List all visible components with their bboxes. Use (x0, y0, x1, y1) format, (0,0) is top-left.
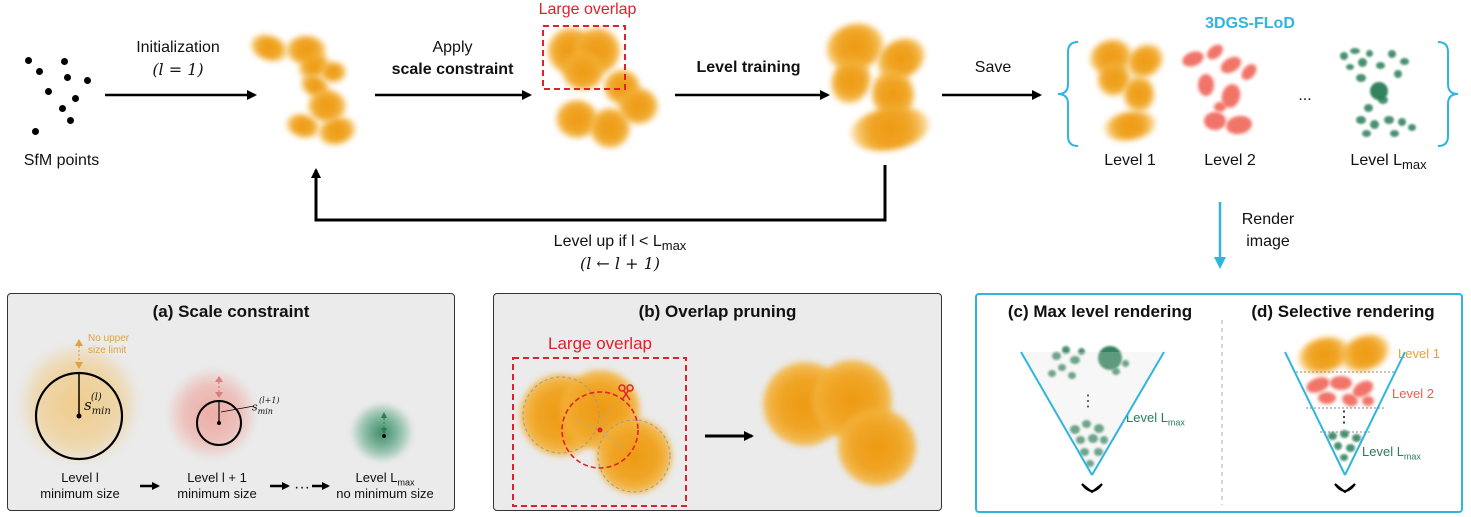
cone-d-left (1284, 351, 1346, 476)
panel-a-title: (a) Scale constraint (152, 302, 310, 321)
initialization-label: Initialization (136, 39, 220, 56)
level1-label: Level 1 (1104, 152, 1156, 169)
level-l-caption-sub: minimum size (40, 486, 120, 501)
large-overlap-label-b: Large overlap (548, 334, 652, 353)
level-l1-caption: Level l + 1 (187, 470, 247, 485)
level-up-update: (l ← l + 1) (579, 254, 661, 273)
large-overlap-box-top (542, 25, 626, 90)
render-label-line2: image (1246, 233, 1290, 250)
panel-c-title: (c) Max level rendering (1007, 302, 1193, 321)
level-l-caption: Level l (61, 470, 99, 485)
apply-label: Apply (432, 39, 473, 56)
smin-l-label: smin(l) (84, 392, 111, 417)
panel-rendering (975, 293, 1463, 513)
smin-l1-label: smin(l+1) (252, 396, 280, 416)
cone-c-right (1091, 351, 1165, 476)
level-up-condition: Level up if l < Lmax (553, 233, 687, 254)
level-max-label: Level Lmax (1350, 152, 1427, 173)
eye-icon-c (1081, 483, 1103, 494)
initialization-condition: (l = 1) (152, 60, 204, 79)
sfm-points-label: SfM points (23, 152, 100, 169)
large-overlap-label-top: Large overlap (538, 1, 637, 18)
cone-c-level-max: Level Lmax (1126, 410, 1185, 428)
cone-d-level2-label: Level 2 (1392, 386, 1434, 401)
cone-c-vdots: ⋮ (1078, 392, 1098, 412)
right-brace (1437, 41, 1459, 147)
cone-d-level-max-label: Level Lmax (1362, 444, 1421, 462)
level-max-gaussian (352, 405, 412, 460)
level-l1-caption-sub: minimum size (177, 486, 257, 501)
panel-d-title: (d) Selective rendering (1251, 302, 1435, 321)
level-up-loop-arrow (311, 165, 887, 222)
left-brace (1057, 41, 1079, 147)
level2-label: Level 2 (1204, 152, 1256, 169)
cone-d-level1-label: Level 1 (1398, 346, 1440, 361)
cone-d-vdots: ⋮ (1336, 409, 1352, 426)
level-max-caption: Level Lmax (355, 470, 415, 488)
panel-b-title: (b) Overlap pruning (638, 302, 797, 321)
scissors-icon (618, 384, 634, 401)
cone-d-right (1344, 351, 1406, 476)
cone-c-left (1020, 351, 1093, 476)
arrow-ellipsis: ··· (294, 479, 310, 496)
pruned-gaussian-circle (561, 391, 639, 469)
method-name: 3DGS-FLoD (1205, 15, 1295, 32)
render-label-line1: Render (1241, 211, 1295, 228)
level-training-label: Level training (696, 59, 801, 76)
no-upper-limit-line1: No upper (88, 333, 130, 344)
level-max-caption-sub: no minimum size (336, 486, 434, 501)
save-label: Save (974, 59, 1012, 76)
eye-icon-d (1334, 483, 1356, 494)
scale-constraint-label: scale constraint (391, 61, 514, 78)
no-upper-limit-line2: size limit (88, 345, 127, 356)
levels-ellipsis: ... (1298, 87, 1312, 104)
